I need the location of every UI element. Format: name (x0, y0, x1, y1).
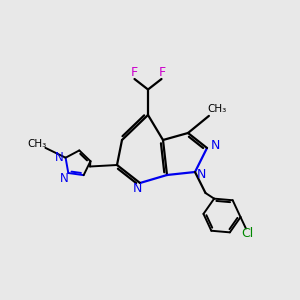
Text: N: N (60, 172, 69, 185)
Text: N: N (55, 151, 63, 164)
Text: N: N (196, 169, 206, 182)
Text: CH₃: CH₃ (27, 139, 46, 148)
Text: Cl: Cl (241, 227, 254, 240)
Text: CH₃: CH₃ (207, 104, 226, 114)
Text: F: F (158, 66, 166, 79)
Text: N: N (211, 139, 220, 152)
Text: N: N (132, 182, 142, 196)
Text: F: F (130, 66, 137, 79)
